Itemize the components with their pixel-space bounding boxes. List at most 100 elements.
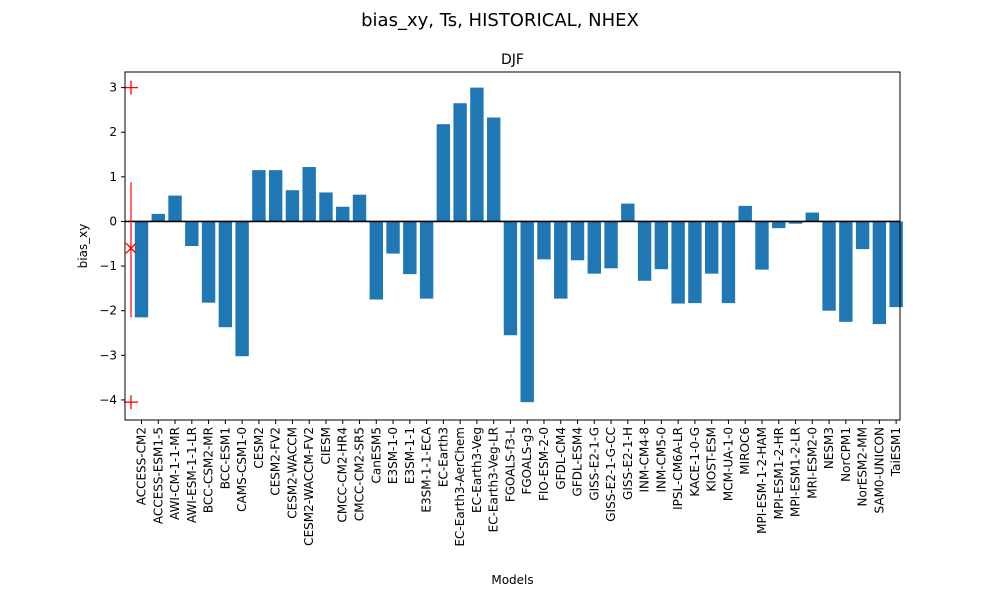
x-tick-label: MIROC6	[738, 427, 752, 475]
bar-IPSL-CM6A-LR	[671, 221, 685, 304]
bar-EC-Earth3-AerChem	[453, 103, 467, 222]
x-tick-label: CESM2-FV2	[269, 427, 283, 496]
x-tick-label: MCM-UA-1-0	[721, 427, 735, 501]
x-tick-label: IPSL-CM6A-LR	[671, 427, 685, 510]
x-tick-label: CMCC-CM2-SR5	[353, 427, 367, 521]
chart-title: DJF	[501, 52, 524, 68]
bar-GISS-E2-1-G	[587, 221, 601, 274]
x-tick-label: CESM2-WACCM	[285, 427, 299, 519]
figure-suptitle: bias_xy, Ts, HISTORICAL, NHEX	[361, 10, 639, 31]
x-tick-label: E3SM-1-0	[386, 427, 400, 484]
bar-CESM2-FV2	[268, 170, 283, 222]
bar-NESM3	[822, 221, 836, 311]
bar-BCC-CSM2-MR	[201, 221, 216, 303]
bar-NorCPM1	[839, 221, 853, 322]
x-tick-label: NESM3	[822, 427, 836, 469]
x-tick-label: FGOALS-g3	[520, 427, 534, 495]
y-tick-label: 3	[109, 81, 117, 95]
x-tick-label: FIO-ESM-2-0	[537, 427, 551, 501]
x-tick-label: EC-Earth3	[436, 427, 450, 487]
x-tick-label: EC-Earth3-Veg	[470, 427, 484, 513]
bar-CanESM5	[369, 221, 383, 300]
bar-CESM2-WACCM-FV2	[302, 167, 316, 222]
x-tick-label: GFDL-CM4	[554, 427, 568, 490]
x-tick-label: GFDL-ESM4	[571, 427, 585, 496]
bar-AWI-ESM-1-1-LR	[185, 221, 199, 246]
bar-AWI-CM-1-1-MR	[168, 195, 182, 222]
y-tick-label: 2	[109, 125, 117, 139]
bar-FGOALS-f3-L	[503, 221, 518, 336]
bar-CIESM	[319, 192, 333, 222]
bar-MPI-ESM1-2-HR	[772, 221, 786, 229]
x-tick-label: TaiESM1	[889, 427, 903, 477]
x-tick-label: INM-CM5-0	[654, 427, 668, 493]
y-tick-label: −3	[99, 348, 117, 362]
x-tick-label: MPI-ESM-1-2-HAM	[755, 427, 769, 534]
x-tick-label: FGOALS-f3-L	[503, 427, 517, 502]
x-tick-label: CAMS-CSM1-0	[235, 427, 249, 512]
bar-E3SM-1-1	[403, 221, 417, 275]
y-tick-label: −4	[99, 393, 117, 407]
bar-FIO-ESM-2-0	[537, 221, 551, 260]
bar-GISS-E2-1-G-CC	[604, 221, 618, 269]
bar-CMCC-CM2-SR5	[352, 194, 367, 222]
bar-MPI-ESM-1-2-HAM	[755, 221, 769, 270]
x-tick-label: MPI-ESM1-2-HR	[772, 427, 786, 519]
bar-KACE-1-0-G	[688, 221, 702, 304]
x-tick-label: MPI-ESM1-2-LR	[789, 427, 803, 517]
x-tick-label: AWI-CM-1-1-MR	[168, 427, 182, 520]
x-tick-label: GISS-E2-1-H	[621, 427, 635, 500]
bar-E3SM-1-0	[386, 221, 400, 254]
bar-BCC-ESM1	[218, 221, 233, 328]
bar-INM-CM5-0	[654, 221, 669, 270]
x-tick-label: CESM2-WACCM-FV2	[302, 427, 316, 546]
x-tick-label: GISS-E2-1-G	[587, 427, 601, 501]
bar-INM-CM4-8	[637, 221, 652, 281]
axes-frame	[124, 71, 901, 421]
x-tick-label: CIESM	[319, 427, 333, 464]
x-tick-label: CMCC-CM2-HR4	[336, 427, 350, 523]
bar-NorESM2-MM	[855, 221, 870, 250]
bar-EC-Earth3-Veg-LR	[486, 117, 501, 222]
x-tick-label: EC-Earth3-AerChem	[453, 427, 467, 547]
x-tick-label: BCC-ESM1	[218, 427, 232, 489]
x-tick-label: EC-Earth3-Veg-LR	[487, 427, 501, 532]
y-tick-label: 0	[109, 214, 117, 228]
bar-CESM2-WACCM	[285, 190, 300, 222]
bar-MIROC6	[738, 205, 752, 222]
x-tick-label: KIOST-ESM	[705, 427, 719, 492]
y-tick-label: −2	[99, 304, 117, 318]
bar-GISS-E2-1-H	[621, 203, 635, 222]
x-tick-label: E3SM-1-1	[403, 427, 417, 484]
bar-MRI-ESM2-0	[805, 212, 819, 222]
bar-CAMS-CSM1-0	[235, 221, 249, 357]
bar-MCM-UA-1-0	[721, 221, 736, 304]
x-axis: ACCESS-CM2 ACCESS-ESM1-5 AWI-CM-1-1-MR AWI-…	[135, 420, 903, 547]
x-tick-label: KACE-1-0-G	[688, 427, 702, 497]
bar-KIOST-ESM	[704, 221, 719, 274]
x-tick-label: SAM0-UNICON	[872, 427, 886, 513]
bar-E3SM-1-1-ECA	[419, 221, 434, 299]
x-tick-label: CESM2	[252, 427, 266, 469]
bar-EC-Earth3	[436, 124, 451, 222]
bar-CESM2	[252, 170, 266, 222]
x-tick-label: MRI-ESM2-0	[805, 427, 819, 499]
x-tick-label: GISS-E2-1-G-CC	[604, 427, 618, 522]
summary-markers	[124, 80, 138, 410]
bar-SAM0-UNICON	[872, 221, 887, 325]
y-tick-label: 1	[109, 170, 117, 184]
mean-marker	[125, 242, 137, 254]
bar-EC-Earth3-Veg	[470, 87, 484, 222]
x-tick-label: NorESM2-MM	[856, 427, 870, 506]
x-tick-label: E3SM-1-1-ECA	[420, 426, 434, 512]
bar-ACCESS-CM2	[134, 221, 149, 318]
bar-CMCC-CM2-HR4	[336, 206, 350, 222]
plot-area	[124, 71, 903, 421]
y-axis: 3 2 1 0 −1 −2 −3 −4	[99, 81, 125, 407]
x-tick-label: INM-CM4-8	[638, 427, 652, 493]
x-tick-label: ACCESS-CM2	[135, 427, 149, 505]
bar-TaiESM1	[889, 221, 903, 308]
x-tick-label: BCC-CSM2-MR	[202, 427, 216, 513]
x-tick-label: CanESM5	[369, 427, 383, 484]
